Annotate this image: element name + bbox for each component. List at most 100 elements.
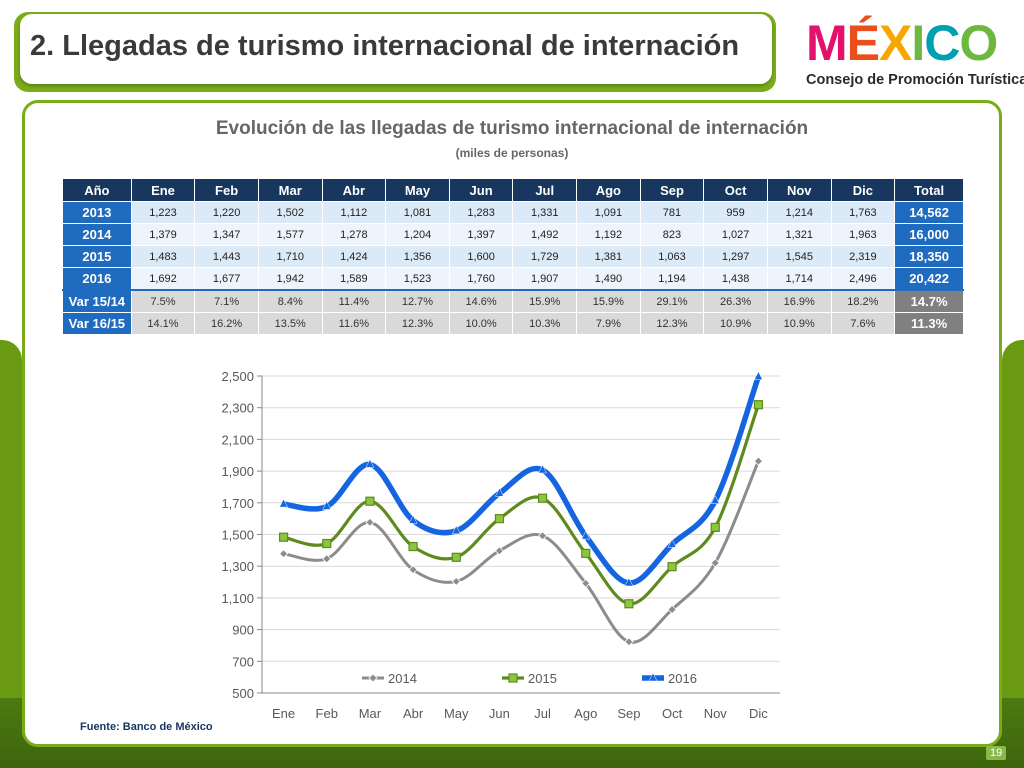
table-cell: 1,194 xyxy=(639,267,705,291)
x-tick-label: Mar xyxy=(359,706,382,721)
header-cell: Año xyxy=(62,178,132,202)
table-cell: 1,204 xyxy=(385,223,450,246)
table-cell: 1,347 xyxy=(194,223,259,246)
row-label: Var 16/15 xyxy=(62,312,132,335)
data-point-2016 xyxy=(451,525,461,535)
data-point-2015 xyxy=(667,562,677,572)
table-cell: 11.6% xyxy=(321,312,387,335)
table-cell: 1,729 xyxy=(512,245,578,268)
table-cell: 959 xyxy=(703,201,768,224)
data-point-2014 xyxy=(322,554,332,564)
table-cell: 1,192 xyxy=(576,223,641,246)
table-cell: 1,963 xyxy=(830,223,896,246)
table-cell: 7.1% xyxy=(194,289,259,313)
x-tick-label: Ago xyxy=(574,706,597,721)
page-number: 19 xyxy=(986,746,1007,760)
table-cell: 7.6% xyxy=(830,312,896,335)
table-cell: 781 xyxy=(639,201,705,224)
data-point-2015 xyxy=(581,548,591,558)
table-cell: 1,600 xyxy=(448,245,514,268)
data-point-2015 xyxy=(365,496,375,506)
table-cell: 10.3% xyxy=(512,312,578,335)
table-cell: 1,714 xyxy=(766,267,832,291)
table-cell: 18.2% xyxy=(830,289,896,313)
data-point-2016 xyxy=(581,530,591,540)
y-tick-label: 500 xyxy=(232,686,254,701)
x-tick-label: Jun xyxy=(489,706,510,721)
table-cell: 1,091 xyxy=(576,201,641,224)
header-cell: May xyxy=(385,178,450,202)
table-cell: 1,424 xyxy=(321,245,387,268)
data-point-2016 xyxy=(538,464,547,474)
data-point-2014 xyxy=(710,558,720,568)
data-point-2014 xyxy=(494,546,504,556)
table-cell: 1,490 xyxy=(576,267,641,291)
table-cell: 12.3% xyxy=(385,312,450,335)
table-row: Var 16/15 14.1% 16.2% 13.5% 11.6% 12.3% 10.0% 1… xyxy=(62,312,964,335)
data-point-2016 xyxy=(710,495,720,504)
table-cell: 12.3% xyxy=(639,312,705,335)
row-total: 20,422 xyxy=(894,267,964,291)
data-point-2015 xyxy=(710,522,720,532)
x-tick-label: Sep xyxy=(617,706,640,721)
data-point-2015 xyxy=(753,400,764,410)
table-cell: 1,220 xyxy=(194,201,259,224)
table-cell: 2,496 xyxy=(830,267,896,291)
table-cell: 1,321 xyxy=(766,223,832,246)
data-point-2016 xyxy=(279,498,288,508)
row-total: 18,350 xyxy=(894,245,964,268)
table-cell: 1,379 xyxy=(130,223,196,246)
x-tick-label: Ene xyxy=(272,706,295,721)
title-box xyxy=(20,14,772,84)
legend-marker-2015 xyxy=(508,673,518,683)
table-row: 2016 1,692 1,677 1,942 1,589 1,523 1,760 1,907 1… xyxy=(62,267,964,291)
table-row: 2015 1,483 1,443 1,710 1,424 1,356 1,600 1,729 1… xyxy=(62,245,964,268)
table-cell: 1,763 xyxy=(830,201,896,224)
table-cell: 1,589 xyxy=(321,267,387,291)
table-cell: 1,677 xyxy=(194,267,259,291)
table-cell: 1,710 xyxy=(257,245,323,268)
table-cell: 14.6% xyxy=(448,289,514,313)
table-cell: 1,443 xyxy=(194,245,259,268)
table-cell: 7.5% xyxy=(130,289,196,313)
table-cell: 15.9% xyxy=(512,289,578,313)
table-cell: 2,319 xyxy=(830,245,896,268)
table-header-row: Año Ene Feb Mar Abr May Jun Jul Ago Sep … xyxy=(62,178,964,202)
row-label: 2016 xyxy=(62,267,132,291)
data-point-2016 xyxy=(408,514,418,524)
table-cell: 15.9% xyxy=(576,289,641,313)
data-point-2015 xyxy=(537,493,548,503)
data-point-2015 xyxy=(494,514,505,524)
table-cell: 1,081 xyxy=(385,201,450,224)
row-label: 2013 xyxy=(62,201,132,224)
slide-title: 2. Llegadas de turismo internacional de … xyxy=(30,30,740,62)
table-cell: 26.3% xyxy=(703,289,768,313)
header-cell: Mar xyxy=(257,178,323,202)
x-tick-label: May xyxy=(444,706,469,721)
header-cell: Jun xyxy=(448,178,514,202)
data-point-2015 xyxy=(624,599,634,609)
table-cell: 10.9% xyxy=(766,312,832,335)
y-tick-label: 1,700 xyxy=(221,496,254,511)
table-cell: 7.9% xyxy=(576,312,641,335)
table-cell: 1,502 xyxy=(257,201,323,224)
panel-title: Evolución de las llegadas de turismo int… xyxy=(215,118,809,139)
table-cell: 1,297 xyxy=(703,245,768,268)
y-tick-label: 2,100 xyxy=(221,432,254,447)
x-tick-label: Oct xyxy=(662,706,683,721)
header-cell: Total xyxy=(894,178,964,202)
data-point-2016 xyxy=(322,500,332,510)
table-cell: 1,027 xyxy=(703,223,768,246)
table-cell: 1,492 xyxy=(512,223,578,246)
header-cell: Dic xyxy=(830,178,896,202)
right-green-band xyxy=(1002,340,1024,768)
header-cell: Oct xyxy=(703,178,768,202)
row-label: Var 15/14 xyxy=(62,289,132,313)
x-tick-label: Jul xyxy=(534,706,551,721)
header-cell: Nov xyxy=(766,178,832,202)
y-tick-label: 1,100 xyxy=(221,591,254,606)
header-cell: Abr xyxy=(321,178,387,202)
table-row: 2013 1,223 1,220 1,502 1,112 1,081 1,283 1,331 1… xyxy=(62,201,964,224)
source-note: Fuente: Banco de México xyxy=(80,721,213,733)
data-point-2014 xyxy=(279,549,289,559)
